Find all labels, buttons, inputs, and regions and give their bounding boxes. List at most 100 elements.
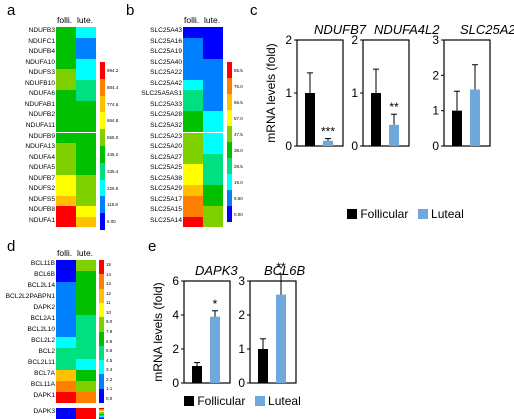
- heatmap-d-colorbar-tick: 4.5: [106, 357, 113, 363]
- heatmap-b-row-label: SLC25A28: [150, 111, 182, 119]
- legend-c-follicular-label: Follicular: [360, 207, 409, 221]
- heatmap-a-col-0: folli.: [57, 15, 73, 25]
- panel-letter-d: d: [7, 238, 16, 255]
- heatmap-d-cell: [76, 337, 96, 348]
- chart-1-ytick-label: 1: [351, 86, 358, 100]
- heatmap-d-cell: [56, 359, 76, 370]
- heatmap-b-cell: [203, 58, 223, 70]
- heatmap-b-colorbar-segment: [227, 142, 232, 159]
- heatmap-a-colorbar-tick: 774.6: [107, 101, 119, 107]
- chart-4-bar-luteal: [276, 294, 286, 383]
- heatmap-b-colorbar-segment: [227, 126, 232, 143]
- heatmap-d-cell: [56, 282, 76, 293]
- chart-1-title: NDUFA4L2: [374, 22, 440, 37]
- heatmap-a-cell: [56, 143, 76, 154]
- heatmap-d-colorbar-segment: [99, 317, 104, 332]
- heatmap-d-cell: [76, 260, 96, 271]
- heatmap-a-colorbar-segment: [100, 95, 105, 113]
- legend-c: Follicular Luteal: [347, 207, 464, 221]
- heatmap-a-row-label: NDUFB3: [28, 27, 55, 34]
- chart-0-bar-luteal: [323, 140, 333, 146]
- heatmap-b-cell: [183, 143, 203, 154]
- chart-3-ylabel: mRNA levels (fold): [151, 282, 165, 381]
- heatmap-d-extra-colorbar-segment: [99, 408, 104, 410]
- heatmap-a-row-label: NDUFB7: [28, 174, 55, 182]
- heatmap-a-colorbar-tick: 115.8: [107, 202, 118, 208]
- heatmap-d-cell: [56, 392, 76, 403]
- heatmap-a-cell: [76, 216, 96, 228]
- heatmap-a-cell: [56, 111, 76, 122]
- heatmap-d-cell: [56, 315, 76, 326]
- heatmap-d-colorbar-tick: 0.0: [106, 395, 113, 401]
- legend-c-luteal-swatch: [417, 209, 428, 219]
- heatmap-b-cell: [183, 185, 203, 196]
- heatmap-d-colorbar-segment: [99, 302, 104, 318]
- heatmap-a-row-label: NDUFB2: [28, 111, 55, 119]
- heatmap-a-colorbar-tick: 664.8: [107, 118, 119, 124]
- heatmap-d-row-label: BCL2A1: [30, 315, 55, 322]
- heatmap-d-cell: [76, 315, 96, 326]
- heatmap-b-cell: [183, 153, 203, 165]
- heatmap-b-colorbar-segment: [227, 78, 232, 95]
- heatmap-a-cell: [56, 37, 76, 49]
- heatmap-b-row-label: SLC25A20: [150, 143, 182, 151]
- heatmap-b-cell: [183, 132, 203, 144]
- chart-4-ytick-label: 0: [238, 376, 245, 390]
- chart-2-frame: [443, 39, 491, 147]
- heatmap-d-row-label: BCL2: [38, 348, 56, 355]
- heatmap-b-row-label: SLC25A14: [150, 216, 182, 224]
- heatmap-a-cell: [76, 79, 96, 91]
- heatmap-b-cell: [203, 153, 223, 165]
- heatmap-d-colorbar-segment: [99, 388, 104, 404]
- heatmap-d-row-label: BCL2L11: [27, 359, 55, 366]
- heatmap-b-row-label: SLC25A42: [150, 79, 182, 87]
- heatmap-a-cell: [76, 164, 96, 175]
- chart-3-ytick-label: 2: [172, 342, 179, 356]
- heatmap-b-colorbar-tick: 19.0: [234, 179, 243, 185]
- chart-1-significance: **: [389, 100, 399, 114]
- heatmap-a-colorbar-tick: 225.6: [107, 185, 119, 191]
- heatmap-d-cell: [56, 271, 76, 282]
- heatmap-a-cell: [56, 132, 76, 144]
- heatmap-a-cell: [56, 206, 76, 217]
- heatmap-d-row-label: BCL11A: [30, 381, 55, 388]
- heatmap-a-row-label: NDUFA13: [25, 143, 55, 151]
- heatmap-b-cell: [183, 48, 203, 59]
- heatmap-b-cell: [183, 37, 203, 49]
- chart-1-ytick-label: 0: [351, 139, 358, 153]
- heatmap-a-colorbar-segment: [100, 62, 105, 80]
- heatmap-b-row-label: SLC25A5AS1: [141, 90, 182, 98]
- heatmap-b-row-label: SLC25A32: [150, 121, 182, 129]
- chart-0-ytick-label: 1: [285, 86, 292, 100]
- heatmap-a-cell: [56, 27, 76, 38]
- heatmap-d-colorbar-tick: 1.1: [106, 386, 113, 392]
- heatmap-a-colorbar-segment: [100, 162, 105, 180]
- heatmap-d-colorbar-tick: 9.0: [106, 319, 113, 325]
- heatmap-d-cell: [56, 381, 76, 392]
- heatmap-b-row-label: SLC25A23: [150, 132, 182, 140]
- heatmap-d-row-label: BCL11B: [30, 260, 55, 267]
- chart-4-bar-follicular: [258, 349, 268, 383]
- legend-e: Follicular Luteal: [184, 394, 301, 408]
- heatmap-b-colorbar-tick: 0.00: [234, 211, 243, 217]
- heatmap-d-extra-cell: [56, 408, 76, 419]
- heatmap-b-cell: [183, 121, 203, 133]
- heatmap-b-cell: [203, 69, 223, 80]
- heatmap-d-colorbar-tick: 14: [106, 271, 112, 277]
- heatmap-b-cell: [203, 185, 223, 196]
- chart-2-title: SLC25A27: [460, 22, 514, 37]
- heatmap-d-colorbar-tick: 3.4: [106, 367, 113, 373]
- heatmap-d-col-0: folli.: [57, 248, 73, 258]
- heatmap-a-colorbar-tick: 6.00: [107, 219, 116, 225]
- heatmap-b-cell: [203, 164, 223, 175]
- heatmap-d-colorbar-segment: [99, 288, 104, 304]
- heatmap-d-cell: [56, 370, 76, 381]
- heatmap-b-row-label: SLC25A17: [150, 195, 182, 203]
- heatmap-d-cell: [76, 392, 96, 403]
- heatmap-a-row-label: NDUFS3: [28, 69, 55, 77]
- heatmap-d-colorbar-tick: 7.9: [106, 329, 113, 334]
- heatmap-a-colorbar-segment: [100, 112, 105, 130]
- heatmap-a-row-label: NDUFS2: [28, 185, 55, 193]
- chart-4-ytick-label: 2: [238, 308, 245, 322]
- heatmap-d-row-label: BCL2L2: [31, 337, 55, 344]
